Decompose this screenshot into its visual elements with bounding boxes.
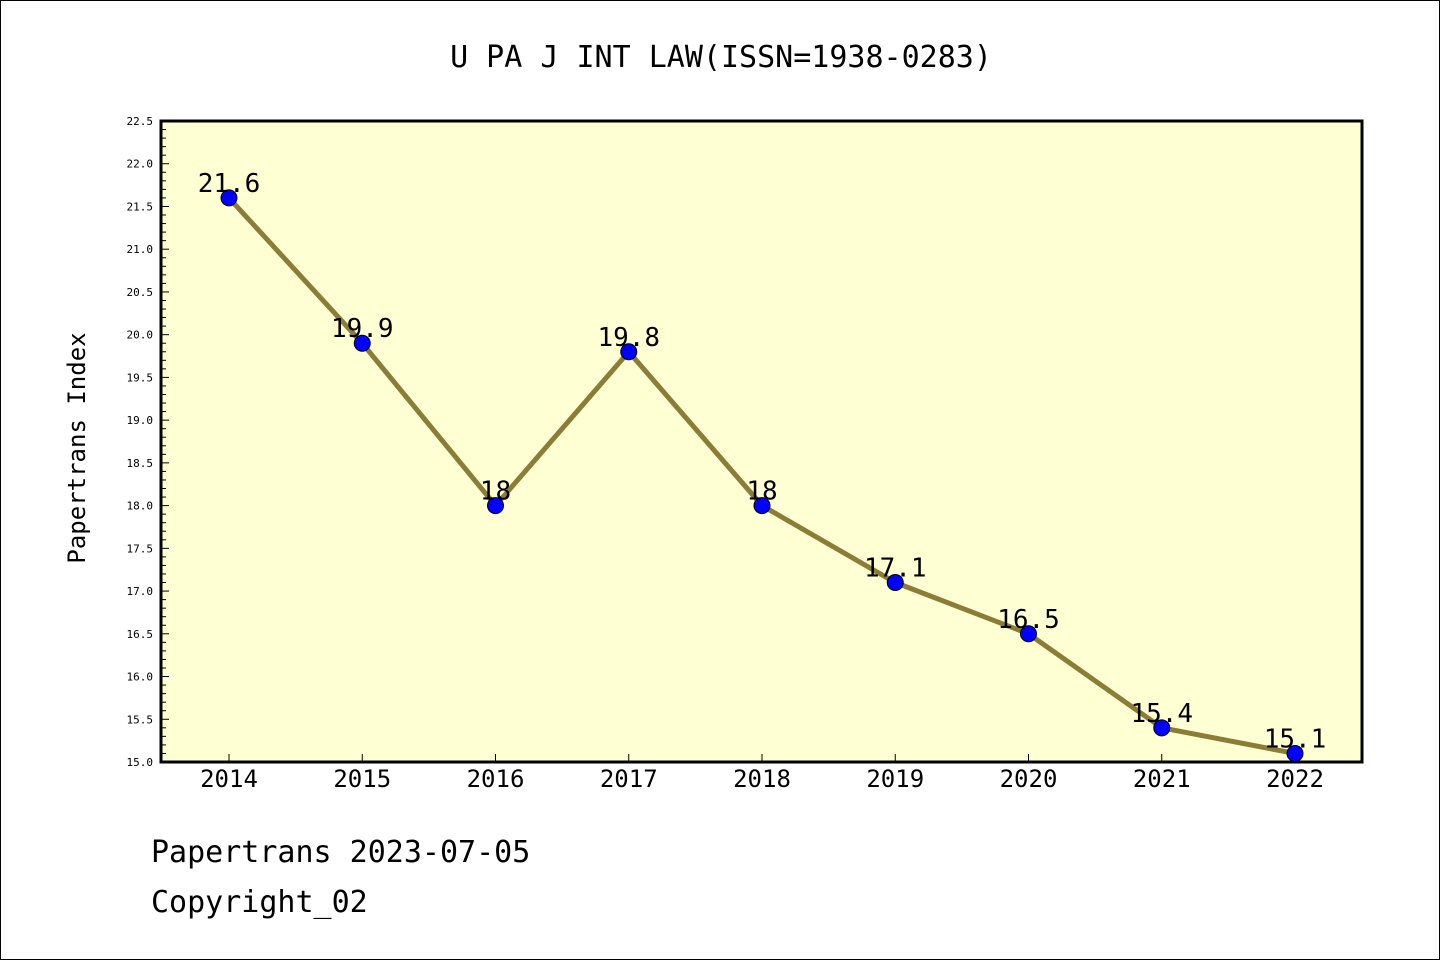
- x-axis: 2014 2015 2016 2017 2018 2019 2020 2021 2022: [200, 754, 1324, 793]
- data-point: [886, 574, 904, 592]
- x-tick-label: 2017: [600, 765, 658, 793]
- y-tick-label: 19.5: [127, 371, 154, 384]
- x-tick-label: 2022: [1266, 765, 1324, 793]
- y-tick-label: 16.0: [127, 671, 154, 684]
- chart-title: U PA J INT LAW(ISSN=1938-0283): [450, 40, 992, 75]
- data-point: [1286, 744, 1304, 762]
- y-tick-label: 15.5: [127, 713, 154, 726]
- data-point: [487, 497, 504, 515]
- data-point: [1020, 625, 1037, 643]
- y-tick-label: 15.0: [127, 756, 154, 769]
- x-tick-label: 2016: [467, 765, 525, 793]
- y-tick-label: 18.0: [127, 500, 154, 513]
- x-tick-label: 2019: [866, 765, 924, 793]
- y-tick-label: 21.5: [127, 200, 154, 213]
- data-label: 16.5: [997, 605, 1060, 635]
- y-tick-label: 18.5: [127, 457, 154, 470]
- data-label: 15.4: [1130, 699, 1193, 729]
- data-label: 19.9: [331, 314, 394, 344]
- y-tick-label: 16.5: [127, 628, 154, 641]
- y-tick-label: 21.0: [127, 243, 154, 256]
- x-tick-label: 2014: [200, 765, 258, 793]
- data-point: [353, 334, 371, 352]
- x-tick-label: 2021: [1133, 765, 1191, 793]
- x-tick-label: 2018: [733, 765, 791, 793]
- data-label: 17.1: [864, 554, 927, 584]
- data-label: 18: [480, 477, 511, 507]
- x-tick-label: 2020: [1000, 765, 1058, 793]
- y-axis-label: Papertrans Index: [63, 332, 91, 563]
- data-label: 21.6: [198, 169, 261, 199]
- y-tick-label: 22.5: [127, 115, 154, 128]
- x-tick-label: 2015: [333, 765, 391, 793]
- data-series: 21.6 19.9 18 19.8 18 17.1 16.5 15.4 15.1: [198, 169, 1327, 762]
- y-tick-label: 20.0: [127, 329, 154, 342]
- y-tick-label: 17.0: [127, 585, 154, 598]
- data-point: [1153, 719, 1171, 737]
- data-point: [753, 497, 771, 515]
- data-label: 15.1: [1264, 724, 1327, 754]
- footer-copyright: Copyright_02: [151, 885, 368, 920]
- data-label: 19.8: [597, 323, 660, 353]
- y-axis: 15.0 15.5 16.0 16.5 17.0 17.5 18.0 18.5 19.0 19.5…: [127, 115, 169, 769]
- data-point: [220, 189, 238, 207]
- data-point: [620, 343, 638, 361]
- footer-date: Papertrans 2023-07-05: [151, 835, 531, 870]
- plot-area: [159, 119, 1364, 764]
- y-tick-label: 19.0: [127, 414, 154, 427]
- y-tick-label: 20.5: [127, 286, 154, 299]
- y-tick-label: 22.0: [127, 158, 154, 171]
- y-tick-label: 17.5: [127, 542, 154, 555]
- data-label: 18: [746, 477, 777, 507]
